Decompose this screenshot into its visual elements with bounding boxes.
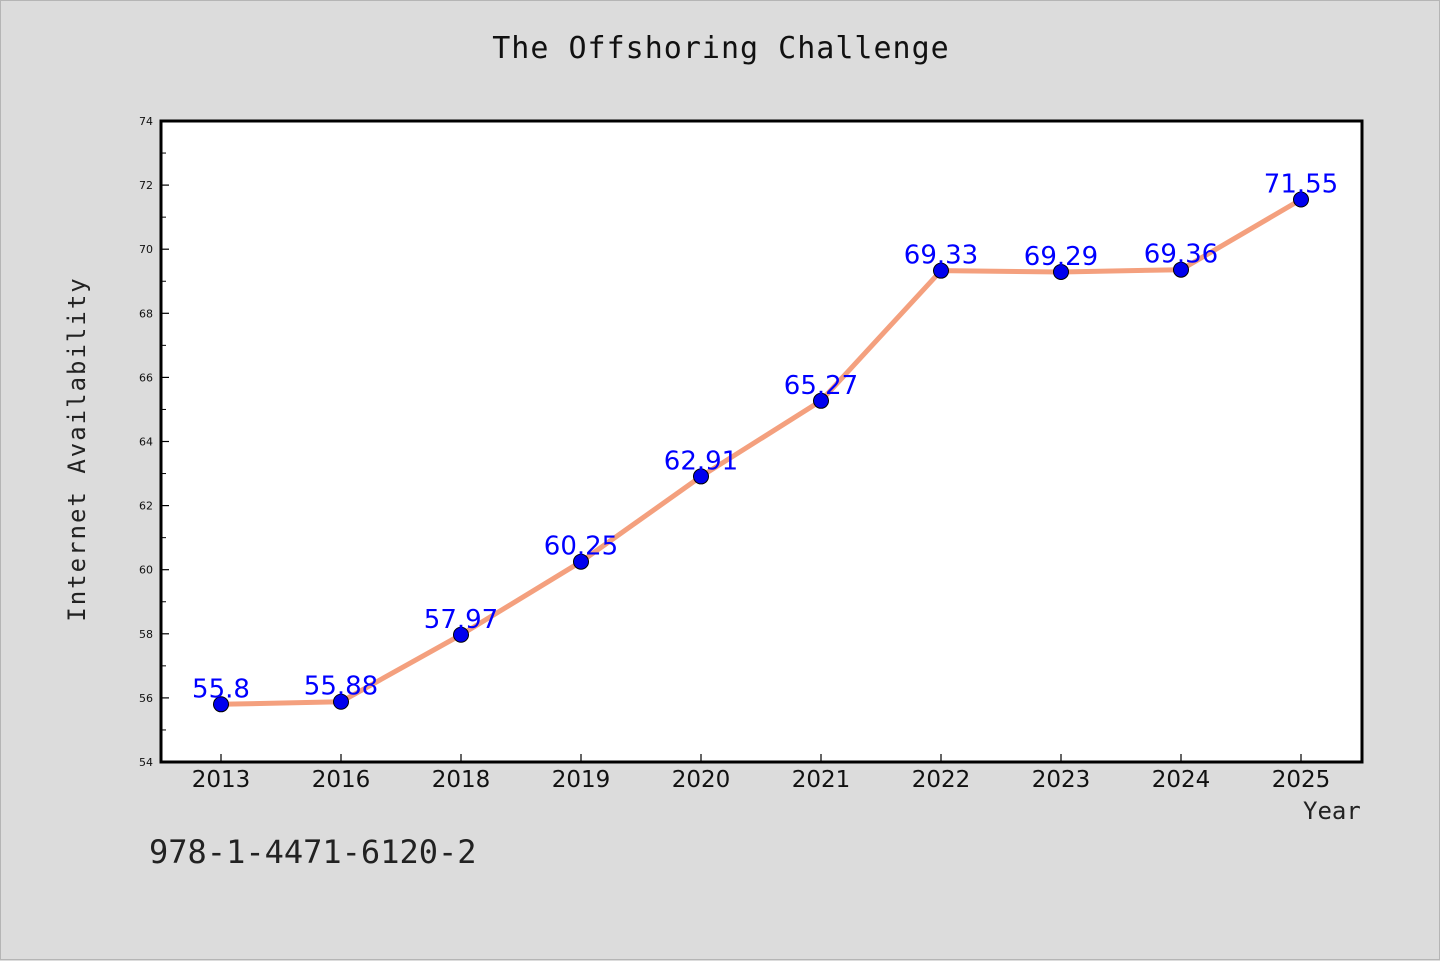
- y-tick-label: 66: [139, 371, 153, 384]
- x-tick-label: 2022: [912, 767, 971, 793]
- y-tick-label: 58: [139, 628, 153, 641]
- data-label: 65.27: [784, 371, 858, 401]
- y-tick-label: 70: [139, 243, 153, 256]
- x-axis-label: Year: [1303, 797, 1361, 825]
- y-tick-label: 54: [139, 756, 153, 769]
- data-point: [1053, 263, 1069, 280]
- data-point: [1173, 261, 1189, 278]
- data-label: 62.91: [664, 446, 738, 476]
- x-tick-label: 2021: [792, 767, 851, 793]
- x-axis: 2013 2016 2018 2019 2020 2021 2022 2023 2024 2025: [192, 754, 1331, 793]
- x-tick-label: 2018: [432, 767, 491, 793]
- data-label: 57.97: [424, 605, 498, 635]
- data-point: [573, 553, 589, 570]
- y-tick-label: 60: [139, 564, 153, 577]
- data-label: 55.8: [192, 674, 250, 704]
- data-point: [213, 696, 229, 713]
- data-point: [693, 468, 709, 485]
- data-markers: [213, 191, 1309, 713]
- data-point: [1293, 191, 1309, 208]
- y-tick-label: 56: [139, 692, 153, 705]
- data-point: [333, 693, 349, 710]
- data-point: [453, 626, 469, 643]
- data-label: 69.33: [904, 241, 978, 271]
- y-tick-label: 72: [139, 179, 153, 192]
- y-tick-label: 62: [139, 500, 153, 513]
- chart-title: The Offshoring Challenge: [492, 31, 950, 66]
- x-tick-label: 2025: [1272, 767, 1331, 793]
- plot-border: [159, 119, 1364, 764]
- data-label: 60.25: [544, 532, 618, 562]
- x-tick-label: 2013: [192, 767, 251, 793]
- data-point: [813, 392, 829, 409]
- plot-area: [161, 121, 1362, 762]
- y-tick-label: 74: [139, 115, 153, 128]
- data-labels: 55.8 55.88 57.97 60.25 62.91 65.27 69.33 69.29 6…: [192, 170, 1338, 705]
- x-tick-label: 2020: [672, 767, 731, 793]
- data-label: 69.36: [1144, 240, 1218, 270]
- x-tick-label: 2016: [312, 767, 371, 793]
- x-tick-label: 2024: [1152, 767, 1211, 793]
- series-line: [218, 197, 1304, 707]
- isbn-annotation: 978-1-4471-6120-2: [149, 833, 477, 871]
- data-label: 69.29: [1024, 242, 1098, 272]
- data-label: 71.55: [1264, 170, 1338, 200]
- data-label: 55.88: [304, 672, 378, 702]
- data-point: [933, 262, 949, 279]
- x-tick-label: 2019: [552, 767, 611, 793]
- y-tick-label: 68: [139, 307, 153, 320]
- x-tick-label: 2023: [1032, 767, 1091, 793]
- y-tick-label: 64: [139, 436, 153, 449]
